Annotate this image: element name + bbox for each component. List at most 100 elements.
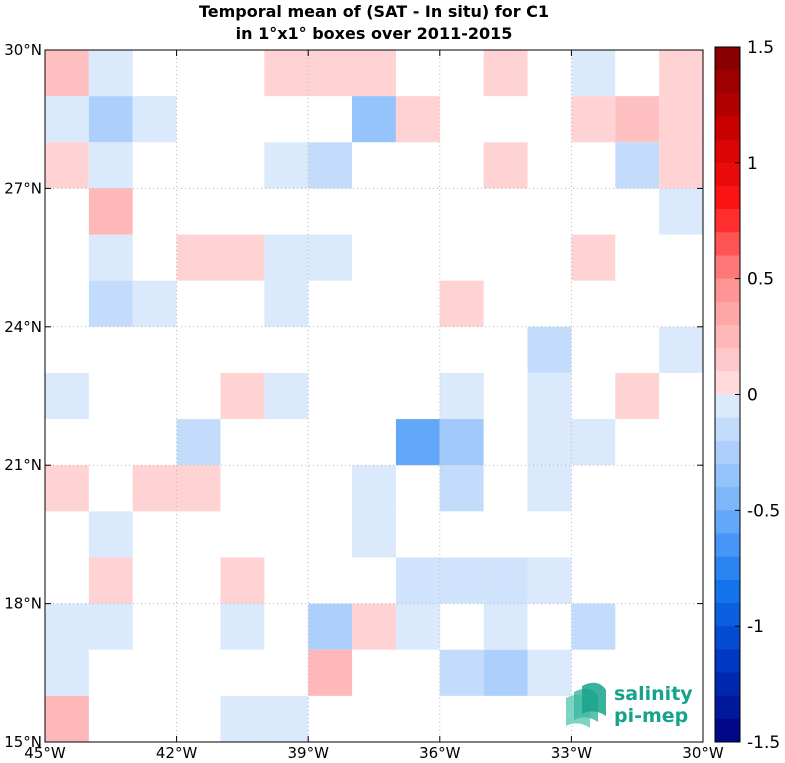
heatmap-cell	[659, 50, 703, 97]
heatmap-cell	[615, 142, 660, 189]
heatmap-cell	[571, 234, 616, 281]
heatmap-cell	[45, 372, 89, 420]
colorbar-segment	[715, 70, 740, 94]
heatmap-cell	[132, 96, 177, 143]
heatmap-cell	[45, 50, 89, 97]
heatmap-cell	[483, 142, 528, 189]
heatmap-cell	[659, 96, 703, 143]
x-tick-label: 39°W	[287, 744, 329, 762]
heatmap-cell	[659, 142, 703, 189]
heatmap-cell	[88, 50, 133, 97]
heatmap-cell	[483, 557, 528, 604]
heatmap-cell	[264, 372, 309, 420]
y-tick-label: 30°N	[4, 41, 42, 59]
heatmap-cell	[176, 234, 221, 281]
colorbar-segment	[715, 255, 740, 280]
heatmap-cell	[352, 465, 396, 512]
heatmap-cell	[264, 234, 309, 281]
y-tick-label: 27°N	[4, 179, 42, 197]
heatmap-cell	[308, 603, 353, 650]
heatmap-cells	[45, 50, 703, 742]
salinity-pi-mep-logo: salinity pi-mep	[566, 682, 693, 728]
colorbar-segment	[715, 626, 740, 650]
colorbar-segment	[715, 325, 740, 349]
heatmap-cell	[571, 603, 616, 650]
colorbar-tick-label: -1.5	[747, 733, 780, 753]
y-tick-label: 24°N	[4, 318, 42, 336]
heatmap-cell	[352, 603, 396, 650]
colorbar-segment	[715, 278, 740, 303]
heatmap-cell	[220, 695, 265, 742]
heatmap-cell	[395, 557, 440, 604]
grid-lines	[45, 50, 703, 742]
heatmap-cell	[527, 465, 572, 512]
x-tick-label: 45°W	[24, 744, 66, 762]
colorbar-segment	[715, 301, 740, 326]
heatmap-cell	[132, 465, 177, 512]
colorbar-segment	[715, 672, 740, 697]
heatmap-cell	[176, 419, 221, 466]
heatmap-cell	[395, 603, 440, 650]
logo-line2: pi-mep	[614, 705, 688, 727]
heatmap-cell	[88, 280, 133, 327]
heatmap-cell	[45, 465, 89, 512]
heatmap-cell	[483, 603, 528, 650]
colorbar-segment	[715, 440, 740, 465]
heatmap-cell	[352, 511, 396, 558]
heatmap-cell	[308, 649, 353, 696]
wave-logo-icon	[566, 682, 606, 728]
colorbar-tick-label: 0	[747, 386, 758, 406]
heatmap-cell	[176, 465, 221, 512]
heatmap-cell	[439, 557, 484, 604]
heatmap-cell	[527, 419, 572, 466]
heatmap-cell	[527, 326, 572, 373]
colorbar-segment	[715, 93, 740, 117]
heatmap-cell	[439, 419, 484, 466]
colorbar-tick-label: 1	[747, 154, 758, 174]
colorbar-segment	[715, 348, 740, 372]
heatmap-cell	[45, 142, 89, 189]
heatmap-cell	[659, 188, 703, 235]
heatmap-cell	[615, 372, 660, 420]
x-tick-label: 42°W	[156, 744, 198, 762]
heatmap-cell	[88, 142, 133, 189]
heatmap-cell	[220, 557, 265, 604]
heatmap-cell	[88, 557, 133, 604]
colorbar-segment	[715, 139, 740, 164]
x-tick-label: 36°W	[419, 744, 461, 762]
colorbar-segment	[715, 487, 740, 511]
heatmap-cell	[483, 649, 528, 696]
logo-line1: salinity	[614, 683, 693, 705]
y-tick-label: 18°N	[4, 595, 42, 613]
heatmap-cell	[439, 372, 484, 420]
colorbar-tick-label: 0.5	[747, 270, 774, 290]
heatmap-cell	[615, 96, 660, 143]
chart-title-line-1: Temporal mean of (SAT - In situ) for C1	[199, 2, 549, 21]
colorbar-tick-label: 1.5	[747, 38, 774, 58]
heatmap-cell	[88, 511, 133, 558]
heatmap-cell	[571, 419, 616, 466]
heatmap-cell	[45, 695, 89, 742]
heatmap-cell	[264, 280, 309, 327]
heatmap-cell	[45, 96, 89, 143]
heatmap-cell	[352, 96, 396, 143]
colorbar-tick-label: -0.5	[747, 501, 780, 521]
heatmap-cell	[264, 50, 309, 97]
heatmap-cell	[571, 96, 616, 143]
heatmap-cell	[439, 465, 484, 512]
y-tick-label: 15°N	[4, 733, 42, 751]
colorbar-segment	[715, 186, 740, 210]
colorbar-segment	[715, 209, 740, 233]
y-tick-label: 21°N	[4, 456, 42, 474]
colorbar-segment	[715, 116, 740, 141]
colorbar-segment	[715, 533, 740, 558]
heatmap-cell	[527, 649, 572, 696]
colorbar-segment	[715, 510, 740, 534]
heatmap-cell	[264, 142, 309, 189]
colorbar-segment	[715, 47, 740, 71]
heatmap-cell	[308, 234, 353, 281]
heatmap-cell	[88, 234, 133, 281]
heatmap-cell	[220, 372, 265, 420]
colorbar-segment	[715, 162, 740, 187]
